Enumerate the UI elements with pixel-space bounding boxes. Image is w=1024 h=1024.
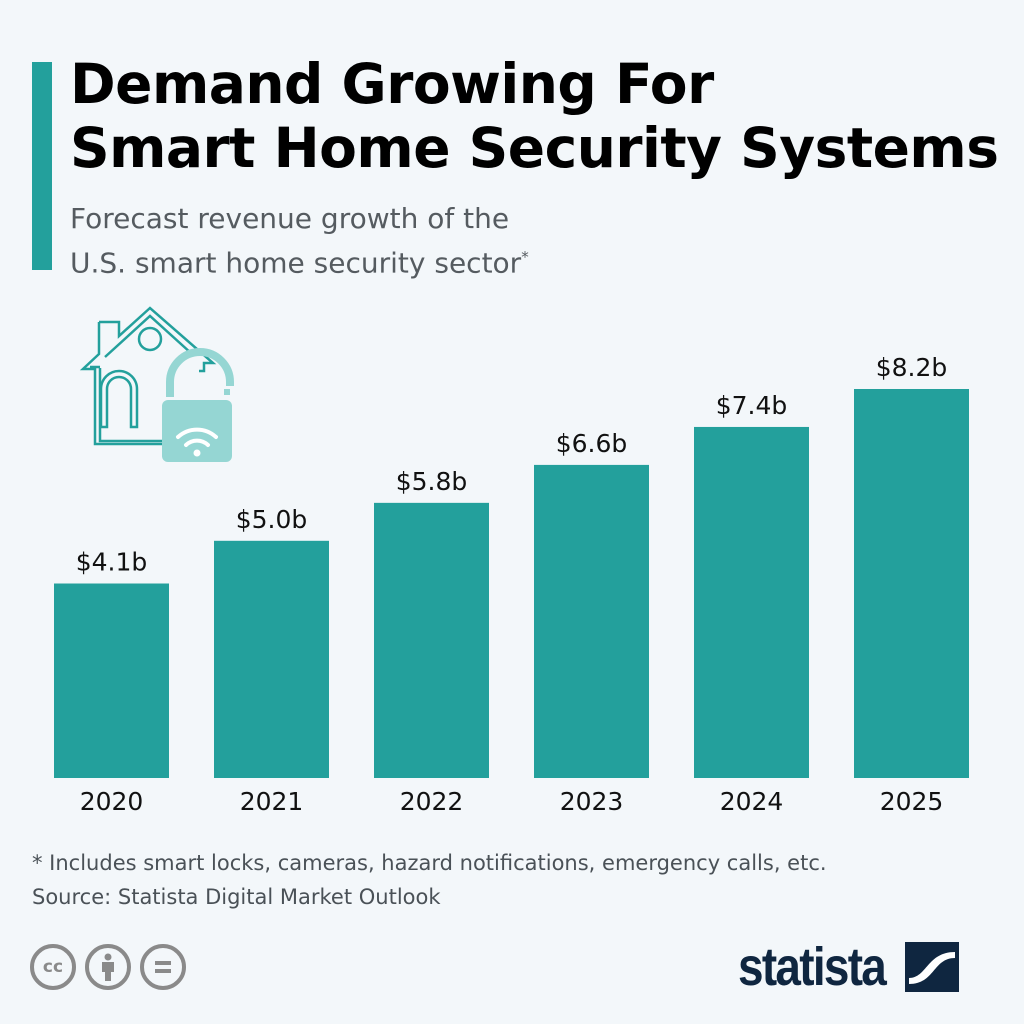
accent-bar	[32, 62, 52, 270]
cc-icon[interactable]: cc	[30, 944, 76, 990]
value-label: $8.2b	[876, 353, 948, 382]
value-label: $7.4b	[716, 391, 788, 420]
equals-icon	[155, 961, 171, 973]
value-label: $4.1b	[76, 548, 148, 577]
title-line-1: Demand Growing For	[70, 52, 714, 116]
bar-2024	[694, 426, 809, 778]
footnote: * Includes smart locks, cameras, hazard …	[32, 846, 827, 914]
subtitle: Forecast revenue growth of the U.S. smar…	[70, 200, 529, 282]
bar-2021	[214, 540, 329, 778]
page-title: Demand Growing For Smart Home Security S…	[70, 52, 999, 180]
footnote-mark: *	[521, 248, 529, 266]
source-text: Source: Statista Digital Market Outlook	[32, 885, 441, 909]
bar-2022	[374, 502, 489, 778]
subtitle-line-1: Forecast revenue growth of the	[70, 202, 510, 235]
bar-2020	[54, 583, 169, 778]
value-label: $6.6b	[556, 429, 628, 458]
by-icon[interactable]	[85, 944, 131, 990]
title-line-2: Smart Home Security Systems	[70, 116, 999, 180]
value-label: $5.0b	[236, 505, 308, 534]
bar-2023	[534, 464, 649, 778]
x-tick-label: 2024	[720, 787, 784, 816]
x-tick-label: 2025	[880, 787, 944, 816]
license-icons: cc	[30, 944, 186, 990]
x-tick-label: 2022	[400, 787, 464, 816]
x-tick-label: 2023	[560, 787, 624, 816]
nd-icon[interactable]	[140, 944, 186, 990]
subtitle-line-2: U.S. smart home security sector	[70, 246, 522, 280]
person-icon	[102, 953, 114, 981]
x-tick-label: 2021	[240, 787, 304, 816]
bar-2025	[854, 389, 969, 778]
x-tick-label: 2020	[80, 787, 144, 816]
statista-logo[interactable]: statista	[738, 936, 960, 998]
cc-icon-text: cc	[42, 957, 64, 977]
footnote-note: * Includes smart locks, cameras, hazard …	[32, 851, 827, 875]
house-lock-icon	[79, 306, 234, 462]
statista-logo-mark-icon	[905, 942, 960, 992]
logo-text: statista	[738, 937, 887, 997]
value-label: $5.8b	[396, 467, 468, 496]
